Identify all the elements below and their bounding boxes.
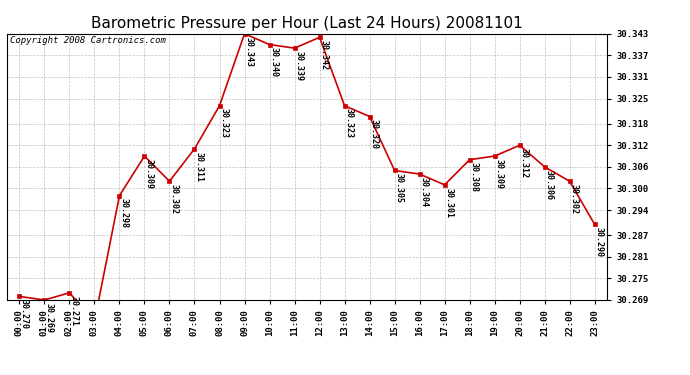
Text: 30.301: 30.301 <box>444 188 453 218</box>
Text: 30.271: 30.271 <box>69 296 78 326</box>
Text: 30.312: 30.312 <box>520 148 529 178</box>
Text: 30.309: 30.309 <box>144 159 153 189</box>
Text: Copyright 2008 Cartronics.com: Copyright 2008 Cartronics.com <box>10 36 166 45</box>
Text: 30.302: 30.302 <box>569 184 578 214</box>
Text: 30.343: 30.343 <box>244 36 253 66</box>
Text: 30.306: 30.306 <box>544 170 553 200</box>
Text: 30.302: 30.302 <box>169 184 178 214</box>
Text: 30.305: 30.305 <box>394 173 403 203</box>
Text: 30.342: 30.342 <box>319 40 328 70</box>
Text: 30.270: 30.270 <box>19 299 28 329</box>
Text: 30.323: 30.323 <box>344 108 353 138</box>
Title: Barometric Pressure per Hour (Last 24 Hours) 20081101: Barometric Pressure per Hour (Last 24 Ho… <box>91 16 523 31</box>
Text: 30.323: 30.323 <box>219 108 228 138</box>
Text: 30.263: 30.263 <box>0 374 1 375</box>
Text: 30.290: 30.290 <box>594 227 603 257</box>
Text: 30.308: 30.308 <box>469 162 478 192</box>
Text: 30.311: 30.311 <box>194 152 203 182</box>
Text: 30.269: 30.269 <box>44 303 53 333</box>
Text: 30.309: 30.309 <box>494 159 503 189</box>
Text: 30.339: 30.339 <box>294 51 303 81</box>
Text: 30.340: 30.340 <box>269 47 278 77</box>
Text: 30.320: 30.320 <box>369 119 378 149</box>
Text: 30.298: 30.298 <box>119 198 128 228</box>
Text: 30.304: 30.304 <box>420 177 428 207</box>
